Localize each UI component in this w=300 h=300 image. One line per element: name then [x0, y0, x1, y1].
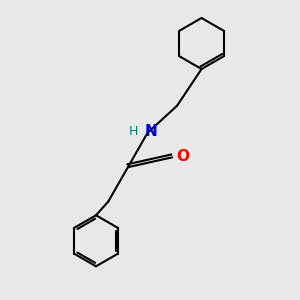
Text: N: N: [145, 124, 158, 139]
Text: H: H: [129, 125, 139, 138]
Text: O: O: [176, 149, 189, 164]
